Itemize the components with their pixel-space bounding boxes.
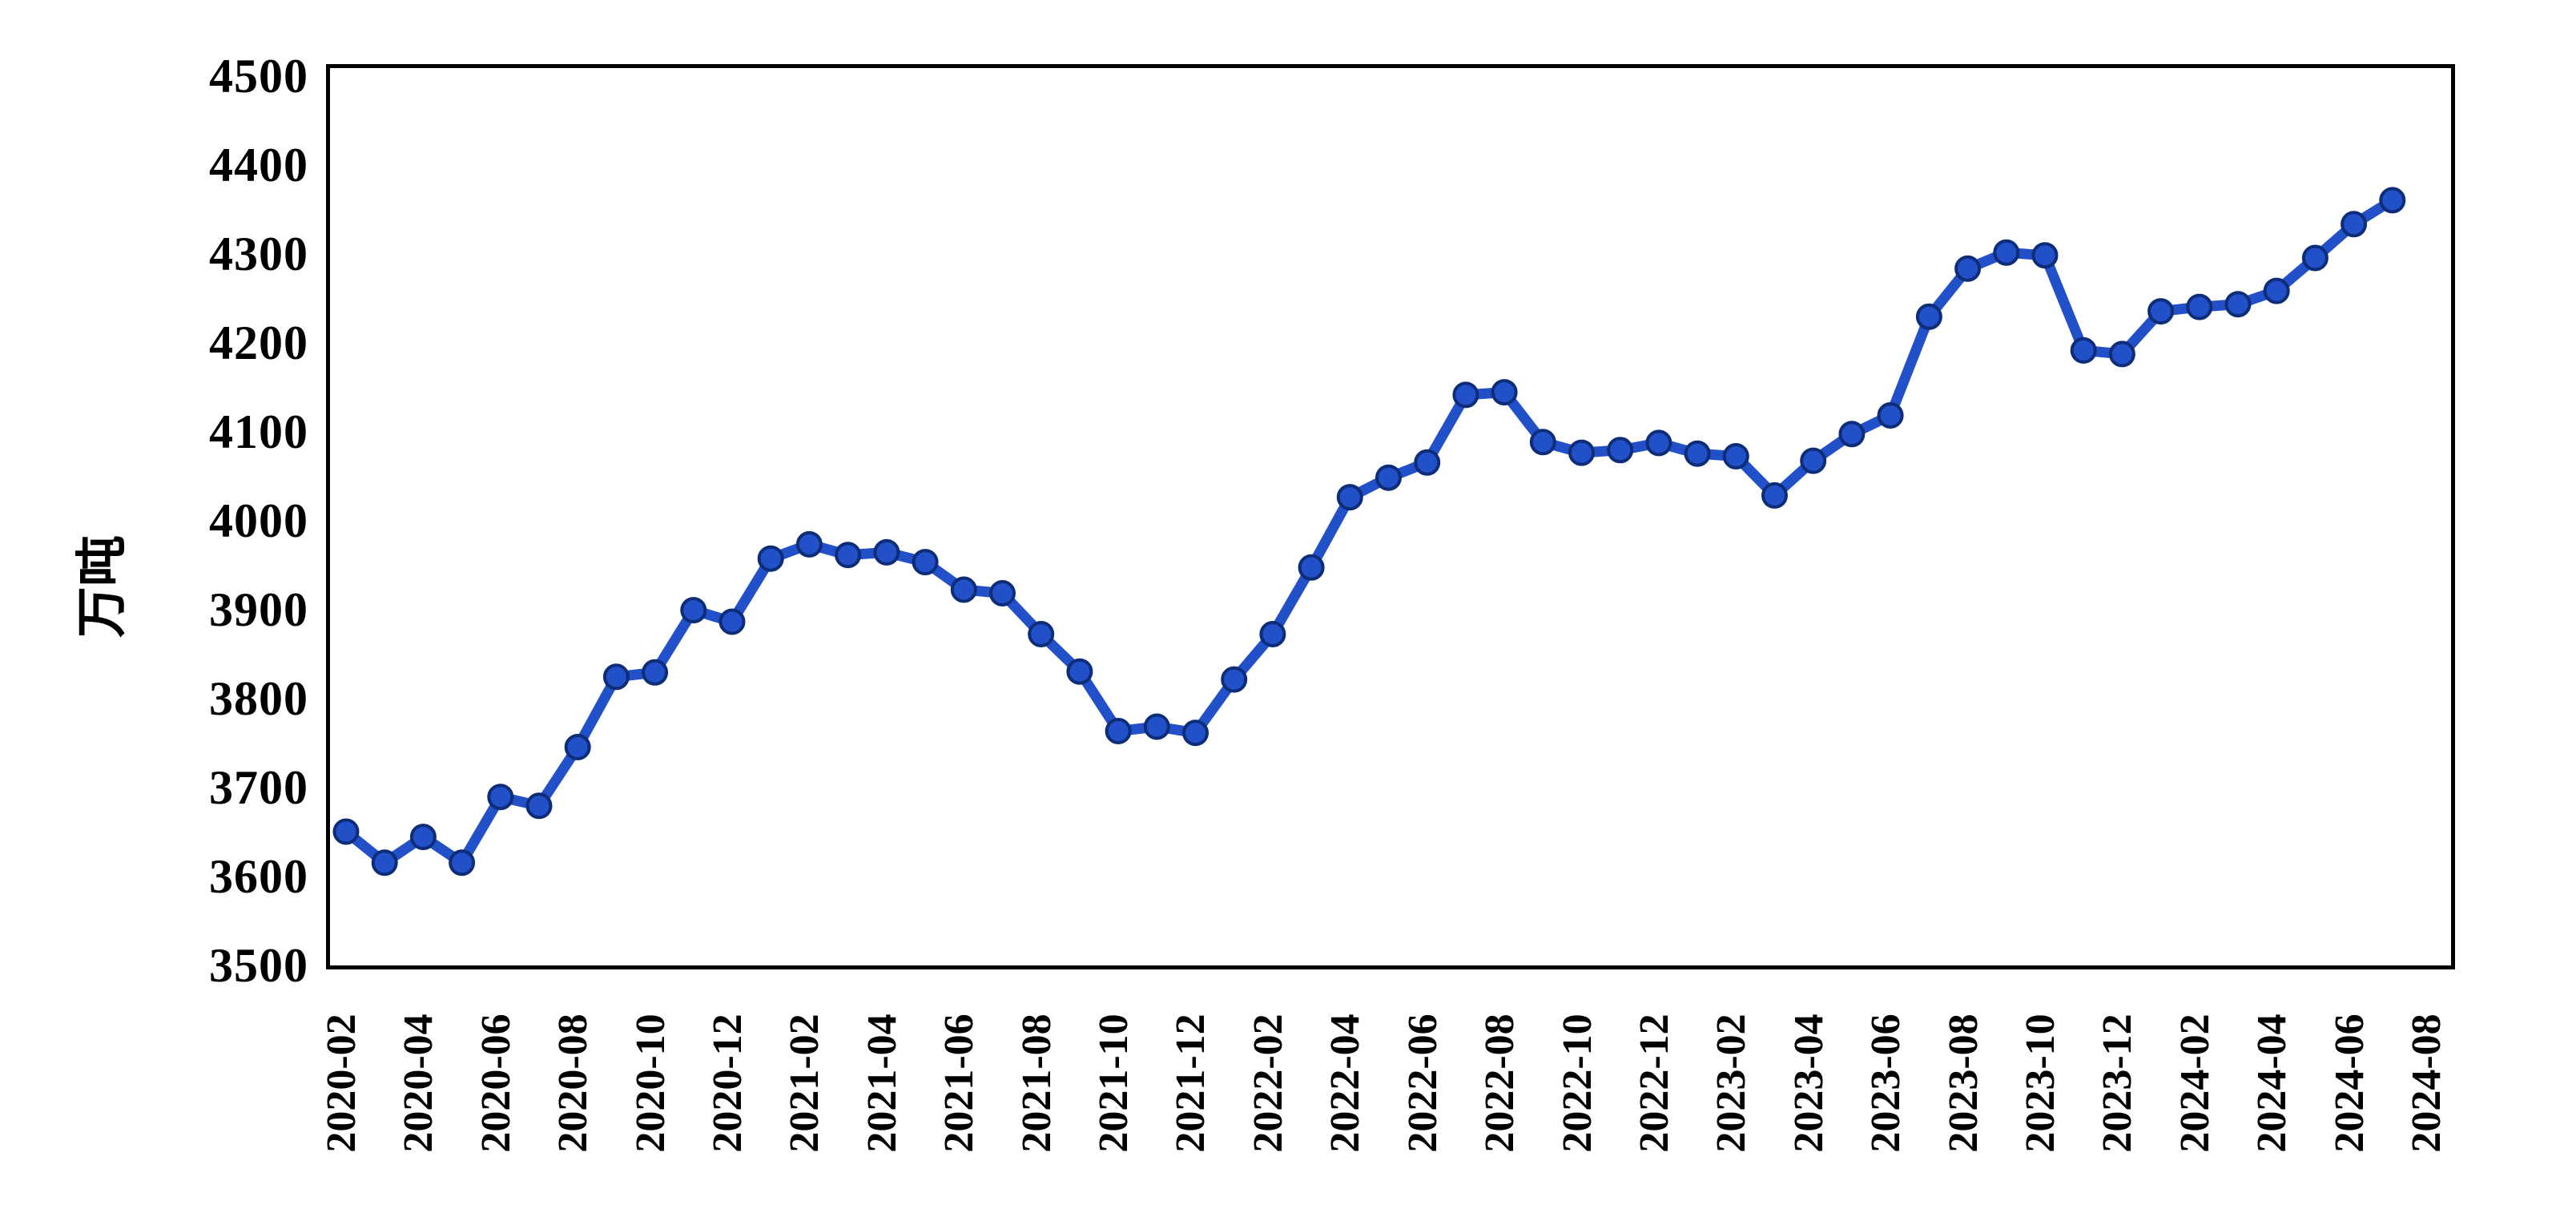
data-point (332, 818, 360, 845)
data-point (1645, 429, 1672, 457)
data-point (1143, 713, 1170, 740)
x-tick-label: 2020-10 (627, 1014, 674, 1153)
data-point (2031, 242, 2059, 269)
data-line (340, 195, 2398, 868)
x-tick-label: 2023-08 (1940, 1014, 1986, 1153)
x-tick-label: 2020-02 (319, 1014, 364, 1153)
x-tick-label: 2022-10 (1554, 1014, 1600, 1153)
y-axis-title: 万吨 (73, 535, 131, 638)
data-point (371, 849, 398, 877)
y-tick-label: 4300 (209, 228, 308, 280)
data-point (1800, 447, 1827, 474)
data-point (1336, 484, 1363, 511)
data-point (1414, 449, 1441, 476)
data-point (912, 549, 939, 576)
x-tick-label: 2022-04 (1322, 1014, 1369, 1153)
x-tick-label: 2023-06 (1863, 1014, 1910, 1153)
x-tick-label: 2023-12 (2095, 1014, 2141, 1153)
data-point (835, 542, 862, 569)
data-point (873, 538, 900, 566)
data-point (2147, 298, 2175, 325)
line-series-svg (332, 187, 2406, 877)
data-point (1993, 239, 2020, 266)
data-point (2341, 211, 2368, 238)
x-tick-label: 2021-12 (1168, 1014, 1214, 1153)
data-point (1915, 303, 1942, 330)
y-tick-label: 3700 (209, 761, 308, 814)
x-tick-label: 2024-06 (2326, 1014, 2373, 1153)
x-tick-label: 2022-06 (1399, 1014, 1446, 1153)
data-point (1375, 464, 1402, 491)
y-tick-label: 3900 (209, 583, 308, 636)
y-tick-label: 4000 (209, 494, 308, 547)
data-point (564, 734, 591, 760)
y-tick-label: 3500 (209, 939, 308, 992)
x-tick-label: 2023-02 (1709, 1014, 1755, 1153)
data-point (1298, 554, 1325, 581)
x-tick-label: 2020-04 (396, 1014, 442, 1153)
data-point (950, 576, 977, 603)
x-tick-label: 2021-04 (859, 1014, 905, 1153)
data-point (1722, 443, 1749, 469)
data-point (795, 530, 823, 558)
data-point (602, 663, 630, 691)
data-point (1761, 482, 1788, 509)
data-point (1838, 421, 1866, 448)
y-tick-label: 3600 (209, 850, 308, 903)
data-point (2224, 291, 2252, 318)
data-point (2301, 244, 2328, 272)
y-tick-label: 3800 (209, 672, 308, 725)
y-tick-label: 4500 (209, 50, 308, 103)
data-point (409, 824, 437, 851)
data-point (757, 545, 784, 572)
data-point (1607, 437, 1634, 464)
x-tick-label: 2022-08 (1477, 1014, 1523, 1153)
x-tick-label: 2021-08 (1013, 1014, 1060, 1153)
x-tick-label: 2024-04 (2249, 1014, 2296, 1153)
data-point (2108, 341, 2135, 368)
x-tick-label: 2024-08 (2404, 1014, 2449, 1153)
data-point (1182, 719, 1209, 747)
x-tick-label: 2022-02 (1245, 1014, 1291, 1153)
data-point (2263, 277, 2290, 304)
plot-area (326, 64, 2455, 969)
x-tick-label: 2021-06 (936, 1014, 983, 1153)
x-tick-label: 2023-04 (1785, 1014, 1832, 1153)
data-point (2186, 293, 2213, 320)
data-point (449, 849, 476, 877)
data-point (1452, 381, 1479, 409)
x-tick-label: 2020-12 (705, 1014, 751, 1153)
data-point (1568, 439, 1595, 466)
x-tick-label: 2021-10 (1091, 1014, 1137, 1153)
data-point (1529, 429, 1556, 456)
data-point (1066, 658, 1093, 685)
x-tick-label: 2021-02 (782, 1014, 828, 1153)
data-point (1954, 255, 1982, 282)
y-tick-label: 4400 (209, 139, 308, 191)
data-point (1259, 621, 1286, 647)
data-point (1491, 379, 1518, 406)
data-point (525, 792, 553, 820)
data-point (2379, 187, 2406, 214)
x-tick-label: 2023-10 (2017, 1014, 2063, 1153)
data-point (2070, 336, 2097, 364)
x-tick-label: 2024-02 (2171, 1014, 2218, 1153)
data-point (718, 608, 746, 635)
data-point (642, 659, 669, 686)
data-point (1877, 402, 1904, 429)
data-point (1105, 718, 1132, 744)
x-tick-label: 2020-06 (473, 1014, 519, 1153)
data-point (487, 784, 514, 811)
data-point (1028, 621, 1055, 647)
data-point (680, 597, 707, 624)
x-tick-label: 2020-08 (550, 1014, 597, 1153)
y-tick-label: 4200 (209, 316, 308, 369)
x-tick-label: 2022-12 (1631, 1014, 1677, 1153)
data-point (1684, 440, 1711, 467)
y-tick-label: 4100 (209, 405, 308, 458)
data-point (1221, 666, 1248, 693)
data-point (989, 580, 1016, 606)
